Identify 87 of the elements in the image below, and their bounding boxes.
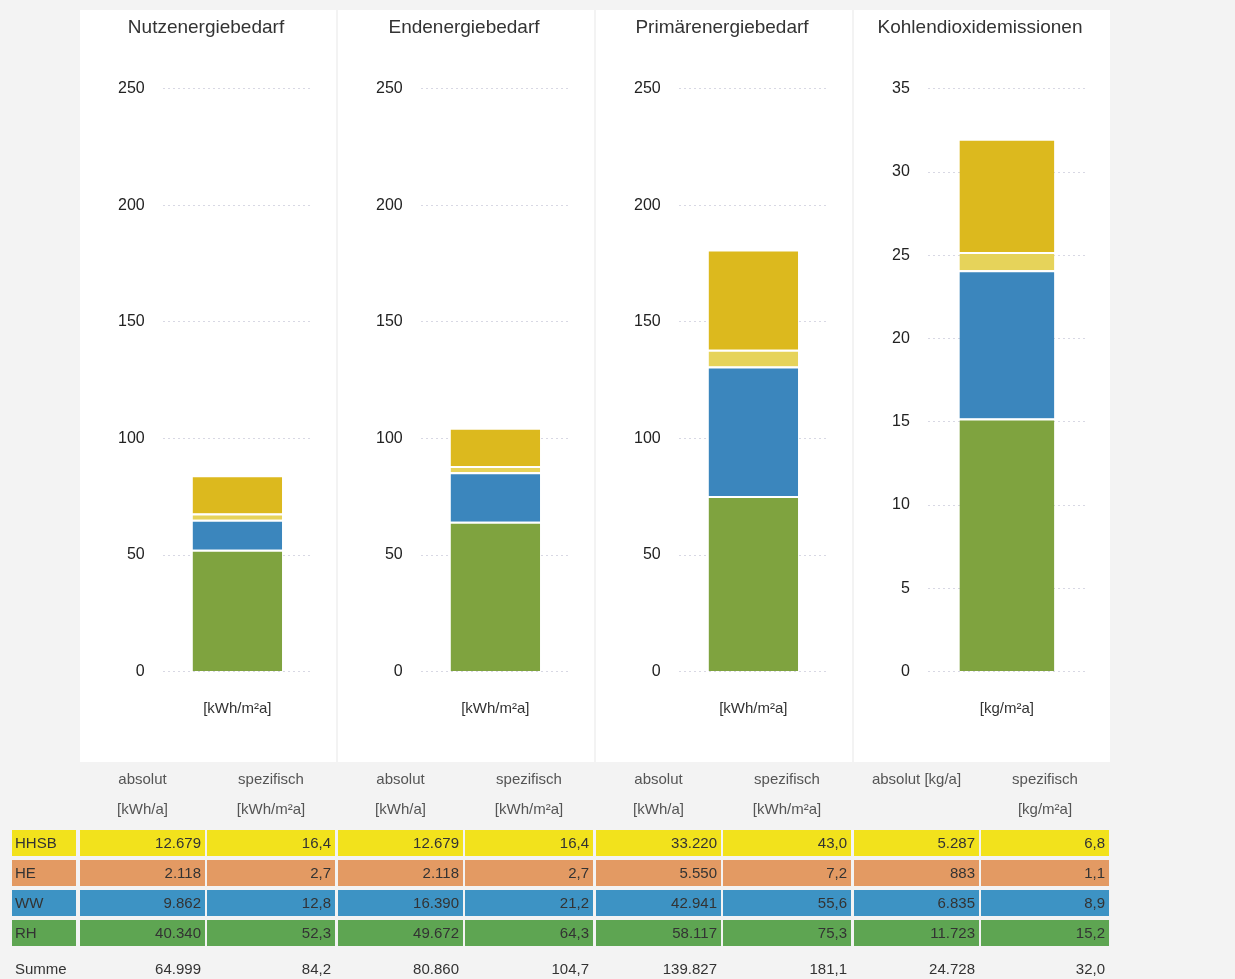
y-tick-label: 50: [384, 545, 403, 563]
chart-title: Kohlendioxidemissionen: [877, 15, 1083, 37]
text: 40.340: [155, 924, 201, 941]
category-label: absolut [kWh/a]: [116, 769, 169, 819]
category-label: Summe: [15, 960, 67, 977]
x-axis-title: [kg/m²a]: [979, 699, 1034, 717]
text: 84,2: [301, 960, 331, 977]
text: 6,8: [1084, 834, 1105, 851]
category-label: HHSB: [15, 834, 57, 851]
category-label: spezifisch [kg/m²a]: [1011, 769, 1079, 819]
text: 64.999: [155, 960, 201, 977]
text: 883: [949, 864, 975, 881]
text: 2.118: [422, 864, 459, 881]
y-tick-label: 200: [633, 195, 661, 213]
text: 43,0: [817, 834, 847, 851]
y-tick-label: 0: [135, 662, 145, 680]
text: 139.827: [662, 960, 717, 977]
y-tick-label: 50: [126, 545, 145, 563]
category-label: spezifisch [kWh/m²a]: [493, 769, 565, 819]
text: 1,1: [1084, 864, 1105, 881]
text: 58.117: [672, 924, 717, 941]
text: 12.679: [413, 834, 459, 851]
text: 2,7: [310, 864, 331, 881]
category-label: WW: [15, 894, 44, 911]
text: 181,1: [809, 960, 847, 977]
text: 80.860: [413, 960, 459, 977]
text: 6.835: [937, 894, 975, 911]
y-tick-label: 100: [117, 428, 145, 446]
text: 16,4: [301, 834, 331, 851]
y-tick-label: 15: [892, 412, 910, 430]
text: 104,7: [551, 960, 589, 977]
chart-title: Primärenergiebedarf: [635, 15, 810, 37]
category-label: HE: [15, 864, 36, 881]
y-tick-label: 0: [900, 662, 910, 680]
text: 33.220: [671, 834, 717, 851]
chart-title: Endenergiebedarf: [388, 15, 541, 37]
text: 9.862: [163, 894, 201, 911]
text: 2,7: [568, 864, 589, 881]
text: 21,2: [559, 894, 589, 911]
y-tick-label: 25: [892, 245, 910, 263]
y-tick-label: 10: [892, 495, 910, 513]
text: 75,3: [817, 924, 847, 941]
y-tick-label: 50: [642, 545, 661, 563]
y-tick-label: 0: [393, 662, 403, 680]
y-tick-label: 100: [633, 428, 661, 446]
text: 16,4: [559, 834, 589, 851]
y-tick-label: 150: [633, 312, 661, 330]
chart-title: Nutzenergiebedarf: [127, 15, 285, 37]
text: 16.390: [413, 894, 459, 911]
category-label: RH: [15, 924, 37, 941]
text: 24.728: [929, 960, 975, 977]
text: 7,2: [826, 864, 847, 881]
y-tick-label: 250: [375, 79, 403, 97]
category-label: spezifisch [kWh/m²a]: [751, 769, 823, 819]
text: 11.723: [930, 924, 975, 941]
text: 5.550: [679, 864, 717, 881]
y-tick-label: 200: [375, 195, 403, 213]
text: 42.941: [671, 894, 717, 911]
text: 64,3: [559, 924, 589, 941]
category-label: absolut [kWh/a]: [374, 769, 427, 819]
text: 2.118: [164, 864, 201, 881]
y-tick-label: 200: [117, 195, 145, 213]
text: 49.672: [413, 924, 459, 941]
x-axis-title: [kWh/m²a]: [719, 699, 788, 717]
text: 12.679: [155, 834, 201, 851]
text: 32,0: [1075, 960, 1105, 977]
y-tick-label: 35: [892, 79, 910, 97]
text: 12,8: [301, 894, 331, 911]
category-label: absolut [kg/a]: [870, 769, 963, 789]
category-label: spezifisch [kWh/m²a]: [235, 769, 307, 819]
y-tick-label: 250: [633, 79, 661, 97]
text: 55,6: [817, 894, 847, 911]
x-axis-title: [kWh/m²a]: [203, 699, 272, 717]
x-axis-title: [kWh/m²a]: [461, 699, 530, 717]
text: 52,3: [301, 924, 331, 941]
y-tick-label: 250: [117, 79, 145, 97]
y-tick-label: 150: [117, 312, 145, 330]
y-tick-label: 30: [892, 162, 910, 180]
y-tick-label: 0: [651, 662, 661, 680]
y-tick-label: 20: [892, 328, 910, 346]
text: 8,9: [1084, 894, 1105, 911]
y-tick-label: 5: [900, 578, 910, 596]
text: 15,2: [1075, 924, 1105, 941]
y-tick-label: 100: [375, 428, 403, 446]
category-label: absolut [kWh/a]: [632, 769, 685, 819]
y-tick-label: 150: [375, 312, 403, 330]
text: 5.287: [937, 834, 975, 851]
